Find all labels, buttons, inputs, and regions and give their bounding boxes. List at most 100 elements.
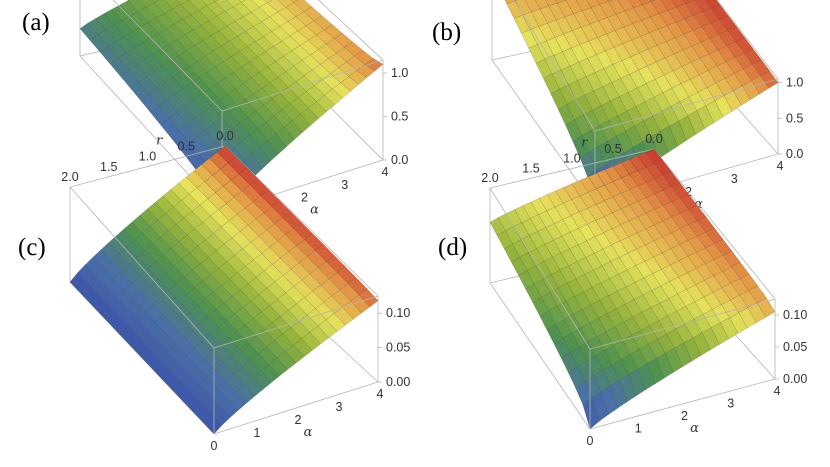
alpha-tick-label: 3 (341, 178, 348, 192)
surface-patch (688, 205, 707, 222)
alpha-tick-label: 0 (211, 439, 218, 453)
alpha-tick-label: 2 (295, 413, 302, 427)
surface-patch (151, 0, 160, 3)
z-tick-label: 0.00 (783, 372, 807, 386)
surface-patch (514, 0, 532, 16)
surface-patch (213, 0, 219, 2)
box-edge (224, 145, 379, 297)
surface-patch (293, 0, 313, 13)
alpha-tick-label: 2 (301, 191, 308, 205)
box-edge (213, 295, 379, 349)
surface-patch (713, 239, 733, 256)
surface-patch (260, 189, 280, 208)
alpha-tick-label: 4 (774, 384, 781, 398)
alpha-tick-label: 0 (587, 434, 594, 448)
surface-patch (660, 0, 677, 11)
r-tick-label: 0.0 (216, 129, 233, 143)
surface-patch (628, 0, 643, 9)
surface-patch (617, 0, 634, 12)
box-edge (221, 59, 384, 112)
surface-patch (336, 266, 357, 285)
surface-patch (654, 159, 672, 176)
surface-patch (607, 0, 626, 15)
alpha-tick-label: 4 (382, 165, 389, 179)
surface-patch (176, 0, 190, 5)
z-tick-label: 0.10 (783, 308, 807, 322)
surface-patch (333, 32, 354, 48)
z-tick-label: 0.0 (786, 147, 803, 161)
box-edge (594, 78, 779, 132)
surface-patch (645, 148, 663, 165)
z-tick-label: 0.5 (786, 111, 803, 125)
surface-patch (227, 156, 248, 175)
alpha-tick-label: 2 (681, 409, 688, 423)
surface-patch (225, 0, 242, 8)
alpha-tick-label: 4 (777, 159, 784, 173)
z-tick-label: 0.10 (386, 306, 410, 320)
surface-patch (347, 277, 368, 296)
box-edge (112, 0, 223, 112)
box-edge (489, 148, 655, 189)
r-tick-label: 1.5 (522, 161, 539, 175)
box-edge (317, 0, 384, 61)
r-tick-label: 1.0 (139, 150, 156, 164)
r-axis-label: r (156, 133, 163, 148)
r-tick-label: 0.5 (178, 139, 195, 153)
surface-patch (649, 0, 657, 2)
surface-patch (251, 0, 269, 8)
surface-patch (705, 227, 724, 245)
surface-patch (325, 255, 346, 273)
box-edge (489, 187, 591, 350)
panel-4: (d) 0 1 2 3 4 α 2.0 1.5 1.0 0.5 0.0 r 0.00 0.05 0.10 (438, 132, 807, 448)
surface-patch (731, 262, 750, 279)
alpha-tick-label: 1 (635, 422, 642, 436)
box-edge (653, 148, 776, 300)
surface-patch (760, 70, 779, 89)
surface-patch (607, 0, 614, 2)
panel-label: (d) (438, 234, 467, 261)
alpha-tick-label: 3 (336, 400, 343, 414)
z-tick-label: 0.00 (386, 375, 410, 389)
surface-patch (671, 0, 686, 8)
surface-patch (710, 4, 729, 20)
surface-patch (290, 0, 299, 4)
surface-patch (188, 0, 208, 11)
surface-patch (358, 288, 379, 308)
surface-patch (264, 0, 273, 4)
r-tick-label: 1.0 (563, 152, 580, 166)
box-edge (213, 381, 379, 435)
z-tick-label: 0.5 (391, 110, 408, 124)
box-edge (69, 145, 226, 188)
surface-patch (650, 0, 669, 14)
z-tick-label: 0.0 (391, 153, 408, 167)
r-axis-label: r (581, 136, 588, 151)
surface-patch (696, 216, 715, 233)
surface-patch (565, 0, 583, 15)
surface-patch (139, 0, 155, 8)
z-tick-label: 1.0 (391, 66, 408, 80)
box-edge (716, 0, 779, 80)
r-tick-label: 1.5 (100, 160, 117, 174)
z-tick-label: 0.05 (783, 340, 807, 354)
r-tick-label: 0.5 (604, 142, 621, 156)
panel-label: (c) (18, 234, 46, 261)
box-edge (489, 282, 591, 430)
alpha-tick-label: 1 (254, 426, 261, 440)
surface-patch (719, 15, 737, 31)
alpha-axis-label: α (304, 425, 313, 440)
panel-label: (b) (432, 19, 461, 46)
surface-patch (238, 0, 246, 3)
box-edge (589, 378, 776, 430)
r-tick-label: 2.0 (481, 171, 498, 185)
surface-patch (555, 0, 567, 4)
surface-patch (638, 0, 652, 6)
alpha-tick-label: 3 (727, 397, 734, 411)
box-edge (513, 0, 596, 132)
surface-patch (354, 49, 374, 65)
alpha-axis-label: α (310, 203, 319, 218)
panel-label: (a) (22, 9, 50, 36)
panel-3: (c) 0 1 2 3 4 α 2.0 1.5 1.0 0.5 0.0 r 0.00 0.05 0.10 (18, 129, 410, 453)
surface-patch (514, 0, 518, 1)
r-tick-label: 2.0 (61, 170, 78, 184)
